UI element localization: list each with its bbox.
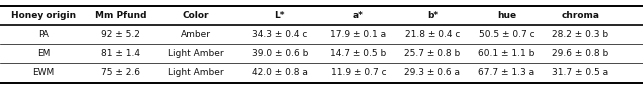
Text: Color: Color <box>183 11 210 20</box>
Text: EM: EM <box>37 49 50 58</box>
Text: 29.6 ± 0.8 b: 29.6 ± 0.8 b <box>552 49 608 58</box>
Text: 25.7 ± 0.8 b: 25.7 ± 0.8 b <box>404 49 460 58</box>
Text: 75 ± 2.6: 75 ± 2.6 <box>101 68 140 77</box>
Text: 28.2 ± 0.3 b: 28.2 ± 0.3 b <box>552 30 608 39</box>
Text: L*: L* <box>275 11 285 20</box>
Text: 39.0 ± 0.6 b: 39.0 ± 0.6 b <box>251 49 308 58</box>
Text: 17.9 ± 0.1 a: 17.9 ± 0.1 a <box>331 30 386 39</box>
Text: Light Amber: Light Amber <box>168 68 224 77</box>
Text: chroma: chroma <box>561 11 599 20</box>
Text: 29.3 ± 0.6 a: 29.3 ± 0.6 a <box>404 68 460 77</box>
Text: 50.5 ± 0.7 c: 50.5 ± 0.7 c <box>478 30 534 39</box>
Text: 34.3 ± 0.4 c: 34.3 ± 0.4 c <box>252 30 307 39</box>
Text: 67.7 ± 1.3 a: 67.7 ± 1.3 a <box>478 68 534 77</box>
Text: Amber: Amber <box>181 30 211 39</box>
Text: 42.0 ± 0.8 a: 42.0 ± 0.8 a <box>252 68 307 77</box>
Text: hue: hue <box>497 11 516 20</box>
Text: 14.7 ± 0.5 b: 14.7 ± 0.5 b <box>331 49 386 58</box>
Text: Honey origin: Honey origin <box>11 11 76 20</box>
Text: EWM: EWM <box>32 68 55 77</box>
Text: a*: a* <box>353 11 364 20</box>
Text: 21.8 ± 0.4 c: 21.8 ± 0.4 c <box>404 30 460 39</box>
Text: Light Amber: Light Amber <box>168 49 224 58</box>
Text: b*: b* <box>427 11 438 20</box>
Text: 31.7 ± 0.5 a: 31.7 ± 0.5 a <box>552 68 608 77</box>
Text: PA: PA <box>38 30 49 39</box>
Text: Mm Pfund: Mm Pfund <box>95 11 147 20</box>
Text: 92 ± 5.2: 92 ± 5.2 <box>101 30 140 39</box>
Text: 60.1 ± 1.1 b: 60.1 ± 1.1 b <box>478 49 534 58</box>
Text: 11.9 ± 0.7 c: 11.9 ± 0.7 c <box>331 68 386 77</box>
Text: 81 ± 1.4: 81 ± 1.4 <box>101 49 140 58</box>
